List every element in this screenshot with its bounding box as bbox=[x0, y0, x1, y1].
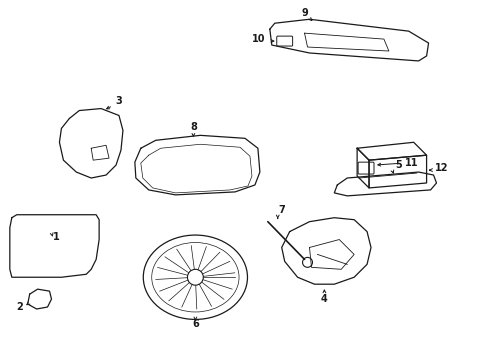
Text: 1: 1 bbox=[53, 231, 60, 242]
Text: 7: 7 bbox=[278, 205, 285, 215]
Text: 8: 8 bbox=[190, 122, 197, 132]
Text: 2: 2 bbox=[16, 302, 23, 312]
Text: 11: 11 bbox=[405, 158, 418, 168]
Text: 6: 6 bbox=[192, 319, 199, 329]
Text: 5: 5 bbox=[395, 160, 402, 170]
Circle shape bbox=[302, 257, 313, 267]
Text: 4: 4 bbox=[321, 294, 328, 304]
FancyBboxPatch shape bbox=[277, 36, 293, 46]
FancyBboxPatch shape bbox=[358, 162, 374, 174]
Text: 10: 10 bbox=[252, 34, 266, 44]
Circle shape bbox=[188, 269, 203, 285]
Text: 9: 9 bbox=[301, 8, 308, 18]
Text: 12: 12 bbox=[435, 163, 448, 173]
Ellipse shape bbox=[143, 235, 247, 319]
Text: 3: 3 bbox=[116, 96, 122, 105]
